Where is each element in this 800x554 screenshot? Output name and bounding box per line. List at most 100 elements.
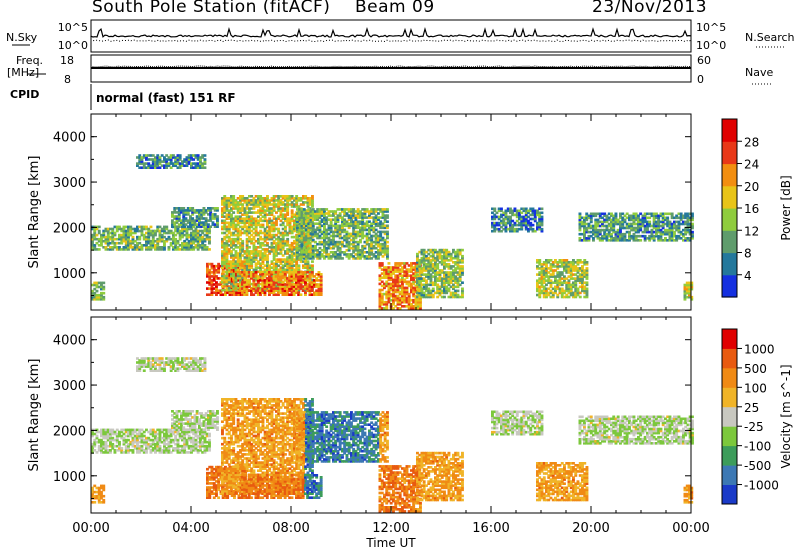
echo-cell (540, 223, 544, 227)
echo-cell (185, 237, 189, 241)
echo-cell (286, 205, 290, 208)
echo-cell (254, 271, 258, 274)
echo-cell (230, 272, 233, 276)
echo-cell (122, 235, 126, 239)
echo-cell (323, 232, 326, 236)
echo-cell (223, 274, 227, 278)
echo-cell (363, 257, 367, 260)
echo-cell (243, 197, 247, 200)
echo-cell (309, 228, 313, 232)
echo-cell (429, 254, 433, 258)
echo-cell (261, 287, 265, 290)
echo-cell (365, 228, 369, 232)
echo-cell (158, 231, 162, 235)
echo-cell (239, 274, 242, 278)
echo-cell (666, 216, 670, 220)
echo-cell (279, 268, 283, 272)
echo-cell (241, 271, 244, 274)
echo-cell (286, 287, 289, 290)
echo-cell (354, 253, 358, 256)
echo-cell (227, 237, 231, 241)
echo-cell (420, 291, 424, 295)
echo-cell (163, 235, 166, 239)
echo-cell (274, 279, 278, 282)
echo-cell (332, 244, 335, 248)
echo-cell (414, 288, 418, 292)
echo-cell (192, 235, 196, 239)
echo-cell (241, 281, 244, 284)
echo-cell (403, 272, 407, 275)
echo-cell (230, 291, 234, 294)
echo-cell (311, 238, 315, 242)
echo-cell (206, 268, 209, 272)
echo-cell (309, 224, 313, 228)
echo-cell (383, 282, 386, 286)
echo-cell (230, 207, 233, 210)
echo-cell (254, 286, 258, 290)
echo-cell (268, 221, 272, 225)
echo-cell (241, 205, 245, 208)
echo-cell (345, 255, 349, 258)
echo-cell (163, 231, 166, 235)
echo-cell (515, 215, 519, 219)
echo-cell (195, 209, 199, 212)
echo-cell (192, 246, 196, 249)
echo-cell (299, 197, 303, 200)
echo-cell (175, 221, 179, 224)
echo-cell (352, 216, 356, 219)
echo-cell (174, 244, 178, 247)
echo-cell (286, 285, 289, 288)
echo-cell (536, 289, 539, 293)
echo-cell (419, 305, 422, 308)
echo-cell (347, 255, 351, 258)
echo-cell (425, 279, 428, 282)
echo-cell (545, 275, 548, 278)
echo-cell (281, 248, 285, 251)
echo-cell (223, 248, 227, 251)
echo-cell (316, 251, 320, 254)
echo-cell (263, 209, 267, 212)
echo-cell (416, 283, 419, 287)
echo-cell (447, 281, 451, 284)
echo-cell (540, 267, 544, 270)
echo-cell (314, 218, 317, 221)
echo-cell (243, 289, 247, 292)
echo-cell (102, 246, 106, 249)
echo-cell (277, 197, 281, 200)
echo-cell (154, 248, 157, 251)
echo-cell (257, 215, 260, 218)
echo-cell (300, 210, 304, 213)
echo-cell (350, 216, 353, 219)
echo-cell (243, 285, 247, 288)
echo-cell (540, 283, 544, 287)
echo-cell (381, 224, 385, 228)
echo-cell (236, 270, 240, 274)
echo-cell (263, 264, 267, 267)
echo-cell (354, 234, 358, 238)
echo-cell (293, 221, 296, 225)
echo-cell (365, 232, 369, 236)
echo-cell (106, 241, 110, 245)
echo-cell (350, 220, 353, 223)
echo-cell (193, 211, 197, 214)
echo-cell (124, 235, 128, 239)
echo-cell (456, 250, 460, 254)
echo-cell (194, 235, 198, 239)
echo-cell (356, 220, 360, 223)
echo-cell (279, 244, 283, 247)
echo-cell (270, 235, 274, 239)
echo-cell (257, 201, 260, 204)
echo-cell (268, 293, 271, 296)
echo-cell (392, 288, 395, 292)
echo-cell (199, 246, 202, 249)
echo-cell (245, 231, 249, 235)
echo-cell (212, 275, 216, 278)
echo-cell (302, 220, 306, 223)
echo-cell (378, 276, 382, 279)
echo-cell (174, 248, 178, 251)
echo-cell (325, 230, 329, 234)
echo-cell (336, 232, 340, 236)
echo-cell (131, 246, 135, 249)
echo-cell (232, 197, 236, 200)
echo-cell (506, 217, 510, 221)
